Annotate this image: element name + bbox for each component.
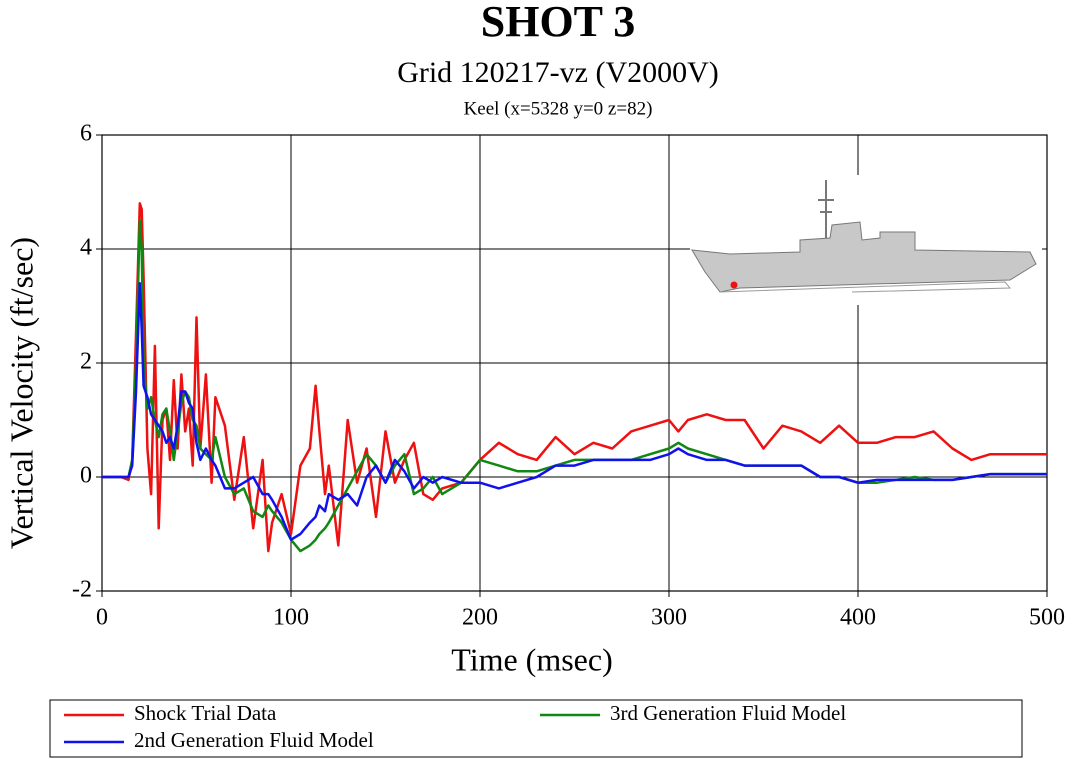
y-tick-label: 2 xyxy=(80,349,92,375)
x-tick-label: 300 xyxy=(651,605,687,631)
y-tick-label: 0 xyxy=(80,463,92,489)
x-tick-label: 200 xyxy=(462,605,498,631)
legend-label: 2nd Generation Fluid Model xyxy=(134,728,374,752)
y-tick-label: 6 xyxy=(80,121,92,147)
ship-inset xyxy=(690,175,1042,305)
y-tick-label: 4 xyxy=(80,235,92,261)
y-axis-label: Vertical Velocity (ft/sec) xyxy=(3,237,39,549)
legend-label: 3rd Generation Fluid Model xyxy=(610,701,846,725)
chart-subtitle: Grid 120217-vz (V2000V) xyxy=(397,56,719,89)
x-tick-label: 0 xyxy=(96,605,108,631)
chart-title: SHOT 3 xyxy=(481,0,635,46)
x-tick-label: 400 xyxy=(840,605,876,631)
chart-caption: Keel (x=5328 y=0 z=82) xyxy=(464,98,653,119)
x-tick-label: 100 xyxy=(273,605,309,631)
y-tick-label: -2 xyxy=(72,577,92,603)
chart: SHOT 3 Grid 120217-vz (V2000V) Keel (x=5… xyxy=(0,0,1086,759)
x-axis-label: Time (msec) xyxy=(451,641,612,677)
legend-label: Shock Trial Data xyxy=(134,701,277,725)
sensor-point xyxy=(731,282,738,289)
page: SHOT 3 Grid 120217-vz (V2000V) Keel (x=5… xyxy=(0,0,1086,759)
x-tick-label: 500 xyxy=(1029,605,1065,631)
